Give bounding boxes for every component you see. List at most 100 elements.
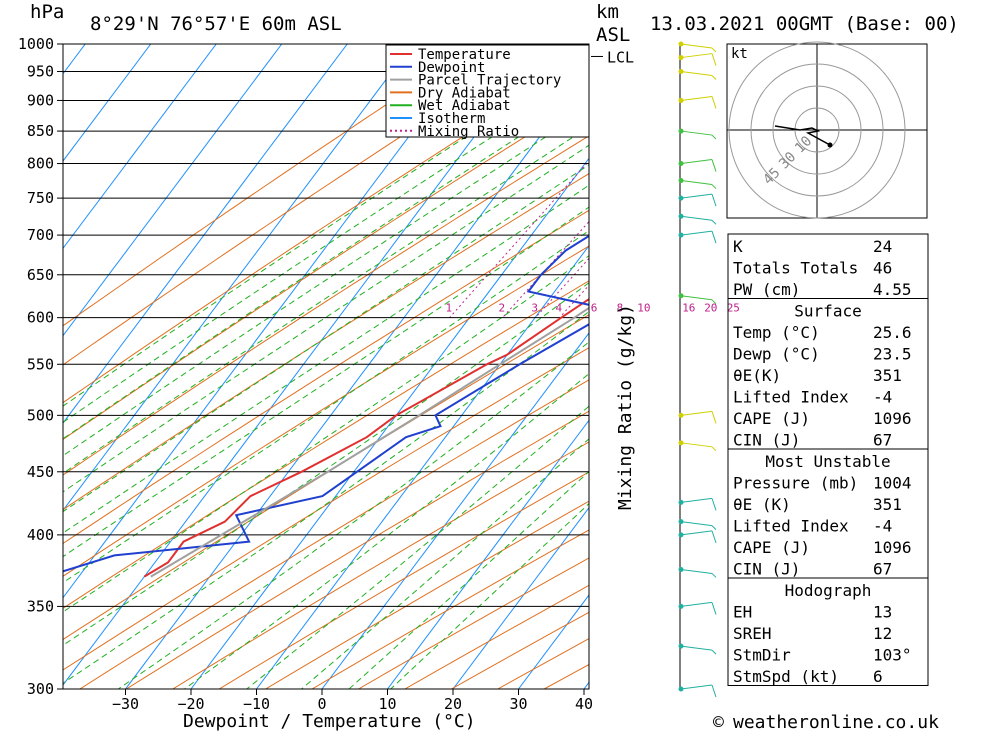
wind-barb-shaft	[680, 53, 713, 59]
most-unstable-index-value: 1004	[873, 474, 912, 493]
hodograph-index-label: StmDir	[733, 646, 791, 665]
isotherm-line	[63, 44, 479, 599]
legend-label: Mixing Ratio	[418, 124, 519, 140]
mixing-ratio-label: 10	[637, 302, 650, 315]
surface-index-value: 1096	[873, 409, 912, 428]
isotherm-line	[63, 44, 283, 337]
surface-index-label: CIN (J)	[733, 431, 800, 450]
wet-adiabat-line	[246, 405, 589, 689]
basic-index-label: Totals Totals	[733, 259, 858, 278]
surface-index-value: 67	[873, 431, 892, 450]
wind-barb-shaft	[680, 601, 713, 607]
wind-barb-shaft	[680, 442, 713, 448]
dry-adiabat-line	[126, 410, 589, 689]
basic-index-label: PW (cm)	[733, 280, 800, 299]
wind-barbs	[678, 41, 717, 698]
wind-barb-flag	[711, 299, 717, 305]
wind-barb-flag	[711, 411, 717, 424]
temperature-profile	[143, 298, 589, 578]
mixing-ratio-label: 6	[591, 302, 598, 315]
wet-adiabat-line	[63, 282, 589, 646]
hodograph-ring	[728, 41, 906, 219]
pressure-tick-label: 1000	[18, 35, 54, 53]
temperature-tick-label: 40	[575, 695, 593, 713]
basic-index-value: 4.55	[873, 280, 912, 299]
wind-barb-shaft	[680, 130, 713, 136]
wind-barb-flag	[711, 219, 717, 225]
dry-adiabat-line	[63, 96, 589, 440]
wind-barb-flag	[711, 684, 717, 698]
most-unstable-index-label: CIN (J)	[733, 560, 800, 579]
most-unstable-index-value: -4	[873, 517, 892, 536]
isotherm-line	[63, 44, 217, 250]
mixing-ratio-label: 25	[727, 302, 740, 315]
most-unstable-index-label: Pressure (mb)	[733, 474, 858, 493]
wet-adiabat-line	[348, 470, 589, 689]
wind-barb-flag	[711, 193, 717, 207]
most-unstable-index-value: 351	[873, 495, 902, 514]
wind-barb-shaft	[680, 70, 713, 76]
mixing-ratio-label: 16	[682, 302, 695, 315]
plot-frame	[62, 43, 590, 690]
wind-barb-shaft	[680, 95, 713, 101]
wind-barb-flag	[711, 75, 717, 80]
surface-index-value: 351	[873, 366, 902, 385]
sounding-profiles	[63, 234, 589, 578]
wind-barb-shaft	[680, 497, 713, 503]
hodograph-ring	[750, 63, 884, 197]
datetime-title: 13.03.2021 00GMT (Base: 00)	[650, 13, 959, 35]
wind-barb-flag	[711, 525, 717, 531]
asl-unit-label: ASL	[596, 24, 630, 46]
hodograph-ring	[794, 107, 840, 153]
pressure-tick-label: 700	[27, 226, 54, 244]
surface-index-label: θE(K)	[733, 366, 781, 385]
pressure-tick-label: 750	[27, 189, 54, 207]
most-unstable-section-title: Most Unstable	[765, 452, 890, 471]
dry-adiabat-line	[218, 471, 589, 689]
most-unstable-index-value: 67	[873, 560, 892, 579]
wind-barb-flag	[711, 498, 717, 511]
hodograph-index-value: 13	[873, 603, 892, 622]
wind-barb-shaft	[680, 180, 713, 186]
temperature-tick-label: −20	[177, 695, 204, 713]
wet-adiabat-line	[63, 126, 589, 474]
wet-adiabat-line	[301, 438, 589, 689]
lcl-label: LCL	[607, 49, 634, 67]
pressure-tick-label: 800	[27, 155, 54, 173]
pressure-tick-label: 500	[27, 406, 54, 424]
most-unstable-index-value: 1096	[873, 538, 912, 557]
surface-index-value: 23.5	[873, 345, 912, 364]
temperature-tick-label: −30	[112, 695, 139, 713]
isotherm-line	[63, 44, 414, 512]
hodograph-index-value: 6	[873, 667, 883, 686]
pressure-tick-label: 450	[27, 463, 54, 481]
temperature-tick-label: 0	[317, 695, 326, 713]
surface-index-label: Dewp (°C)	[733, 345, 820, 364]
legend-label: Dewpoint	[418, 60, 485, 76]
surface-index-value: 25.6	[873, 323, 912, 342]
pressure-tick-label: 950	[27, 63, 54, 81]
wet-adiabat-line	[63, 73, 589, 423]
temperature-tick-label: 30	[509, 695, 527, 713]
wind-barb-flag	[711, 159, 717, 172]
wind-barb-shaft	[680, 159, 713, 165]
temperature-tick-label: 20	[444, 695, 462, 713]
parcel-trajectory-profile	[150, 306, 589, 578]
mixing-ratio-axis-label: Mixing Ratio (g/kg)	[615, 304, 636, 510]
wind-barb-shaft	[680, 193, 713, 199]
pressure-tick-label: 900	[27, 91, 54, 109]
hodograph-index-value: 12	[873, 624, 892, 643]
wind-barb-flag	[711, 573, 717, 578]
hodograph-trace	[774, 125, 831, 146]
hodograph-index-label: EH	[733, 603, 752, 622]
dry-adiabat-line	[172, 441, 589, 689]
mixing-ratio-label: 8	[617, 302, 624, 315]
pressure-axis: 300 350 400 450 500 550 600 650 700 750 800 850 900 9…	[18, 35, 63, 698]
hodograph-index-value: 103°	[873, 646, 912, 665]
isotherm-line	[321, 332, 589, 689]
hodograph-unit-label: kt	[731, 46, 748, 62]
wind-barb-flag	[711, 47, 717, 53]
surface-index-label: CAPE (J)	[733, 409, 810, 428]
dry-adiabat-line	[79, 379, 589, 689]
